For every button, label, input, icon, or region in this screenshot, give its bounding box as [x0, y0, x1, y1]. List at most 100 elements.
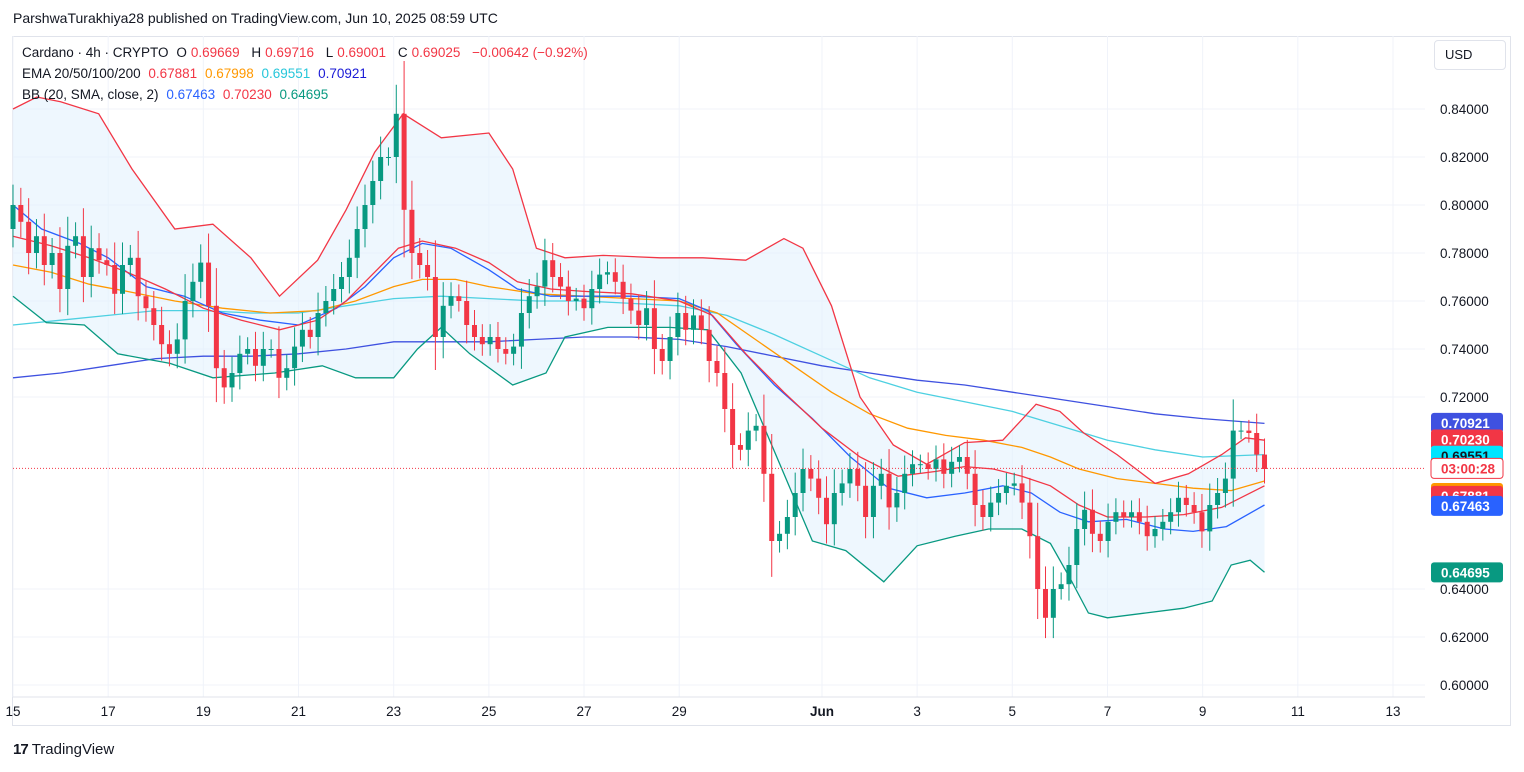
candle-body: [503, 349, 509, 354]
price-badge: [1431, 429, 1503, 450]
candle-body: [425, 265, 431, 277]
candle-body: [362, 205, 368, 229]
candle-body: [323, 301, 329, 313]
time-tick-label: 9: [1199, 704, 1207, 719]
bb-upper-line: [12, 96, 1265, 485]
candle-body: [1222, 478, 1228, 493]
candle-body: [1058, 584, 1064, 589]
candle-body: [1011, 483, 1017, 486]
legend-symbol[interactable]: Cardano · 4h · CRYPTO: [22, 45, 169, 60]
candle-body: [401, 113, 407, 210]
legend-low-label: L: [325, 45, 334, 60]
price-badge: [1431, 495, 1503, 516]
legend-ema200-value: 0.70921: [318, 66, 367, 81]
candle-body: [816, 478, 822, 498]
candle-body: [1152, 529, 1158, 537]
candle-body: [1175, 497, 1181, 513]
candle-body: [589, 289, 595, 309]
legend-bb-label: BB (20, SMA, close, 2): [22, 87, 159, 102]
candle-body: [863, 485, 869, 517]
candle-body: [941, 459, 947, 474]
candle-body: [792, 493, 798, 517]
price-tick-label: 0.60000: [1440, 678, 1489, 693]
candle-body: [65, 245, 71, 289]
candle-body: [1183, 497, 1189, 505]
legend-change: −0.00642 (−0.92%): [472, 45, 588, 60]
candle-body: [1074, 529, 1080, 565]
ema200-line: [12, 336, 1265, 425]
candle-body: [1035, 536, 1041, 589]
currency-button[interactable]: USD: [1434, 40, 1506, 70]
candle-body: [996, 493, 1002, 503]
candle-body: [933, 459, 939, 469]
candle-body: [1097, 533, 1103, 541]
candle-body: [331, 289, 337, 301]
candle-body: [213, 305, 219, 369]
legend-low-value: 0.69001: [337, 45, 387, 60]
candle-body: [1027, 502, 1033, 537]
candle-body: [315, 313, 321, 337]
candle-body: [237, 353, 243, 373]
candle-body: [878, 473, 884, 486]
candle-body: [683, 313, 689, 330]
legend-ohlc: Cardano · 4h · CRYPTO O 0.69669 H 0.69716 …: [22, 45, 592, 60]
candle-body: [511, 346, 517, 354]
price-badge-label: 0.64695: [1441, 565, 1490, 580]
bb-band-fill: [13, 97, 1265, 618]
candle-body: [284, 368, 290, 378]
candle-body: [745, 430, 751, 450]
candle-body: [1160, 521, 1166, 529]
candle-body: [299, 329, 305, 347]
price-tick-label: 0.74000: [1440, 342, 1489, 357]
candle-body: [260, 349, 266, 366]
candle-body: [206, 262, 212, 306]
tradingview-footer: 17 TradingView: [13, 741, 114, 758]
tradingview-brand[interactable]: TradingView: [31, 741, 115, 758]
time-tick-label: 11: [1291, 704, 1305, 719]
candle-body: [276, 349, 282, 378]
candle-body: [26, 221, 32, 253]
price-tick-label: 0.78000: [1440, 246, 1489, 261]
candle-body: [1238, 430, 1244, 432]
candle-body: [471, 325, 477, 337]
candle-body: [902, 473, 908, 493]
candle-body: [182, 301, 188, 340]
candle-body: [151, 308, 157, 325]
legend-close-value: 0.69025: [411, 45, 461, 60]
legend-ema[interactable]: EMA 20/50/100/200 0.67881 0.67998 0.6955…: [22, 66, 371, 81]
candle-body: [847, 469, 853, 484]
candle-body: [808, 469, 814, 479]
candle-body: [346, 257, 352, 277]
candle-body: [1215, 493, 1221, 505]
candle-body: [393, 113, 399, 157]
candle-body: [339, 277, 345, 289]
candle-body: [1199, 512, 1205, 532]
candle-body: [753, 425, 759, 431]
price-tick-label: 0.64000: [1440, 582, 1489, 597]
candle-body: [526, 296, 532, 313]
candle-body: [354, 229, 360, 258]
candle-body: [870, 485, 876, 517]
price-tick-label: 0.80000: [1440, 198, 1489, 213]
candle-body: [112, 265, 118, 294]
candle-body: [120, 265, 126, 294]
candle-body: [127, 257, 133, 265]
candle-body: [597, 274, 603, 289]
candle-body: [1136, 512, 1142, 522]
candle-body: [1262, 454, 1268, 469]
price-badge: [1431, 562, 1503, 583]
candle-body: [229, 373, 235, 388]
candle-body: [1246, 430, 1252, 433]
candle-body: [917, 464, 923, 466]
candle-body: [1050, 589, 1056, 618]
candle-body: [972, 473, 978, 505]
candle-body: [542, 260, 548, 287]
time-tick-label: 5: [1009, 704, 1017, 719]
time-tick-label: 3: [913, 704, 921, 719]
legend-bb[interactable]: BB (20, SMA, close, 2) 0.67463 0.70230 0…: [22, 87, 332, 102]
candle-body: [1129, 512, 1135, 517]
legend-high-label: H: [251, 45, 262, 60]
candle-body: [550, 260, 556, 277]
time-tick-label: Jun: [810, 704, 834, 719]
